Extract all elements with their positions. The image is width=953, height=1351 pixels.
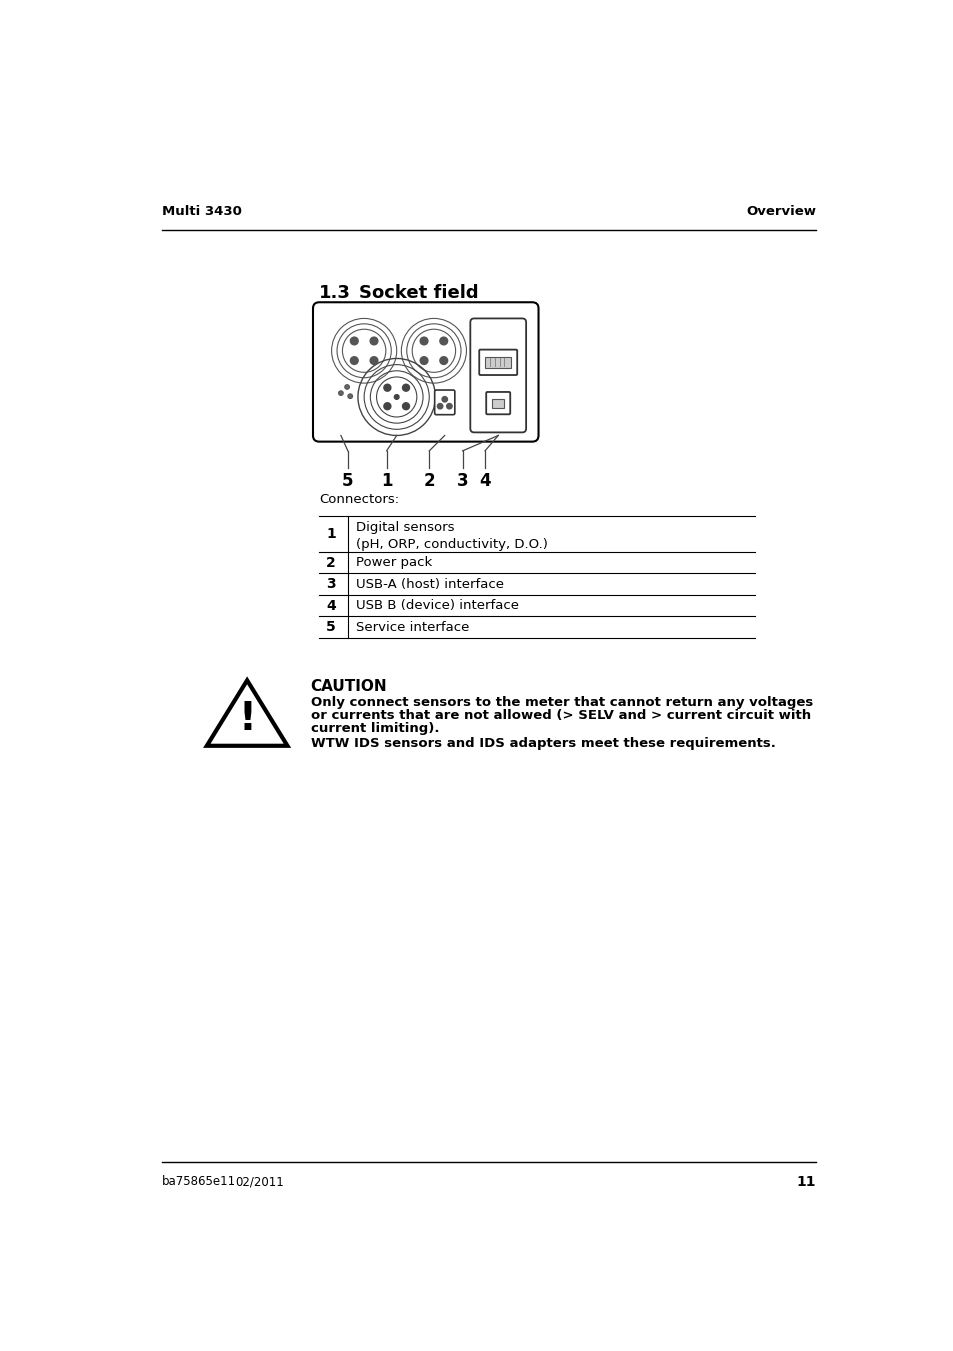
FancyBboxPatch shape [486,392,510,415]
Text: !: ! [238,700,255,738]
Circle shape [350,338,357,345]
Circle shape [344,385,349,389]
Text: 4: 4 [326,598,335,612]
Circle shape [394,394,398,400]
Circle shape [348,394,353,399]
Text: Only connect sensors to the meter that cannot return any voltages: Only connect sensors to the meter that c… [311,696,812,709]
Text: 5: 5 [326,620,335,634]
Text: 1: 1 [326,527,335,540]
Text: WTW IDS sensors and IDS adapters meet these requirements.: WTW IDS sensors and IDS adapters meet th… [311,736,775,750]
Circle shape [446,404,452,409]
Circle shape [419,357,428,365]
Text: Overview: Overview [745,205,815,219]
Bar [484,357,511,367]
Circle shape [350,357,357,365]
Text: 3: 3 [326,577,335,592]
Circle shape [439,357,447,365]
Polygon shape [207,681,287,746]
Circle shape [338,390,343,396]
Text: Digital sensors
(pH, ORP, conductivity, D.O.): Digital sensors (pH, ORP, conductivity, … [355,521,547,551]
Circle shape [419,338,428,345]
FancyBboxPatch shape [470,319,525,432]
FancyBboxPatch shape [313,303,537,442]
Text: Socket field: Socket field [359,284,478,301]
FancyBboxPatch shape [478,350,517,376]
Text: USB-A (host) interface: USB-A (host) interface [355,578,503,590]
Text: 2: 2 [423,473,435,490]
Circle shape [436,404,442,409]
Text: 3: 3 [456,473,468,490]
Text: 5: 5 [342,473,354,490]
Text: Connectors:: Connectors: [319,493,399,507]
Circle shape [402,403,409,409]
Circle shape [370,357,377,365]
Text: USB B (device) interface: USB B (device) interface [355,600,518,612]
Text: CAUTION: CAUTION [311,678,387,694]
Text: 1.3: 1.3 [319,284,351,301]
Text: Service interface: Service interface [355,621,469,634]
Text: 02/2011: 02/2011 [235,1175,284,1189]
Bar [492,399,504,408]
Text: 1: 1 [380,473,392,490]
Text: current limiting).: current limiting). [311,721,438,735]
Text: Power pack: Power pack [355,557,432,569]
Text: 2: 2 [326,555,335,570]
Circle shape [402,384,409,392]
Circle shape [441,397,447,403]
FancyBboxPatch shape [435,390,455,415]
Circle shape [439,338,447,345]
Circle shape [370,338,377,345]
Text: ba75865e11: ba75865e11 [162,1175,235,1189]
Text: 4: 4 [478,473,491,490]
Text: 11: 11 [796,1175,815,1189]
Text: Multi 3430: Multi 3430 [162,205,241,219]
Text: or currents that are not allowed (> SELV and > current circuit with: or currents that are not allowed (> SELV… [311,709,810,721]
Circle shape [383,403,391,409]
Circle shape [383,384,391,392]
